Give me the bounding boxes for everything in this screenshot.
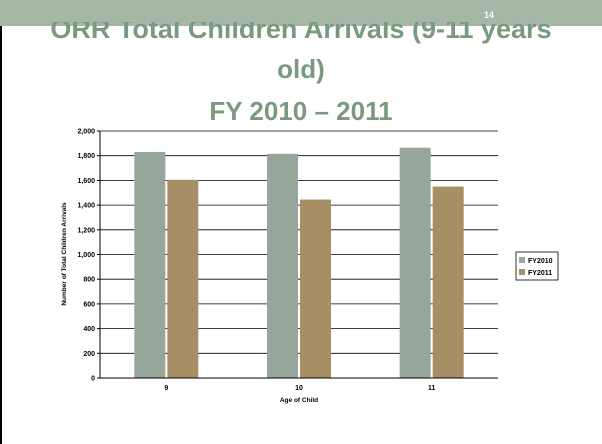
x-tick-label: 11 bbox=[428, 385, 436, 392]
y-tick-label: 2,000 bbox=[77, 129, 95, 136]
legend-label-fy2011: FY2011 bbox=[528, 270, 552, 277]
legend-box bbox=[515, 251, 559, 281]
x-tick-labels: 9 10 11 bbox=[164, 385, 435, 392]
y-tick-labels: 0 200 400 600 800 1,000 1,200 1,400 1,600 1,800 2,… bbox=[77, 129, 100, 383]
bar-fy2011-age-10 bbox=[300, 199, 331, 378]
slide-number: 14 bbox=[484, 10, 495, 20]
bar-fy2010-age-9 bbox=[134, 151, 166, 378]
y-tick-label: 0 bbox=[91, 376, 95, 383]
bars bbox=[134, 147, 464, 378]
header-band bbox=[0, 0, 602, 26]
slide-title-line-3: FY 2010 – 2011 bbox=[209, 96, 393, 126]
bar-fy2011-age-9 bbox=[167, 179, 199, 378]
x-tick-label: 10 bbox=[295, 385, 303, 392]
y-tick-label: 800 bbox=[83, 277, 95, 284]
y-tick-label: 600 bbox=[83, 301, 95, 308]
y-tick-label: 200 bbox=[83, 351, 95, 358]
y-tick-label: 1,400 bbox=[77, 203, 95, 210]
legend: FY2010 FY2011 bbox=[515, 251, 559, 281]
bar-fy2011-age-11 bbox=[432, 186, 464, 378]
y-tick-label: 1,600 bbox=[77, 178, 95, 185]
bar-fy2010-age-11 bbox=[399, 147, 431, 378]
bar-fy2010-age-10 bbox=[267, 153, 298, 378]
legend-label-fy2010: FY2010 bbox=[528, 258, 553, 265]
legend-swatch-fy2011 bbox=[519, 269, 525, 275]
slide-title-line-1: ORR Total Children Arrivals (9-11 years bbox=[50, 14, 552, 44]
y-tick-label: 1,200 bbox=[77, 227, 95, 234]
x-tick-label: 9 bbox=[164, 385, 168, 392]
slide-title-line-2: old) bbox=[277, 54, 325, 84]
y-axis-title: Number of Total Children Arrivals bbox=[61, 202, 68, 306]
x-axis-title: Age of Child bbox=[280, 397, 318, 404]
legend-swatch-fy2010 bbox=[519, 257, 525, 263]
y-tick-label: 400 bbox=[83, 326, 95, 333]
slide-left-border bbox=[0, 26, 2, 444]
gridlines bbox=[100, 130, 498, 354]
y-tick-label: 1,800 bbox=[77, 153, 95, 160]
y-tick-label: 1,000 bbox=[77, 252, 95, 259]
